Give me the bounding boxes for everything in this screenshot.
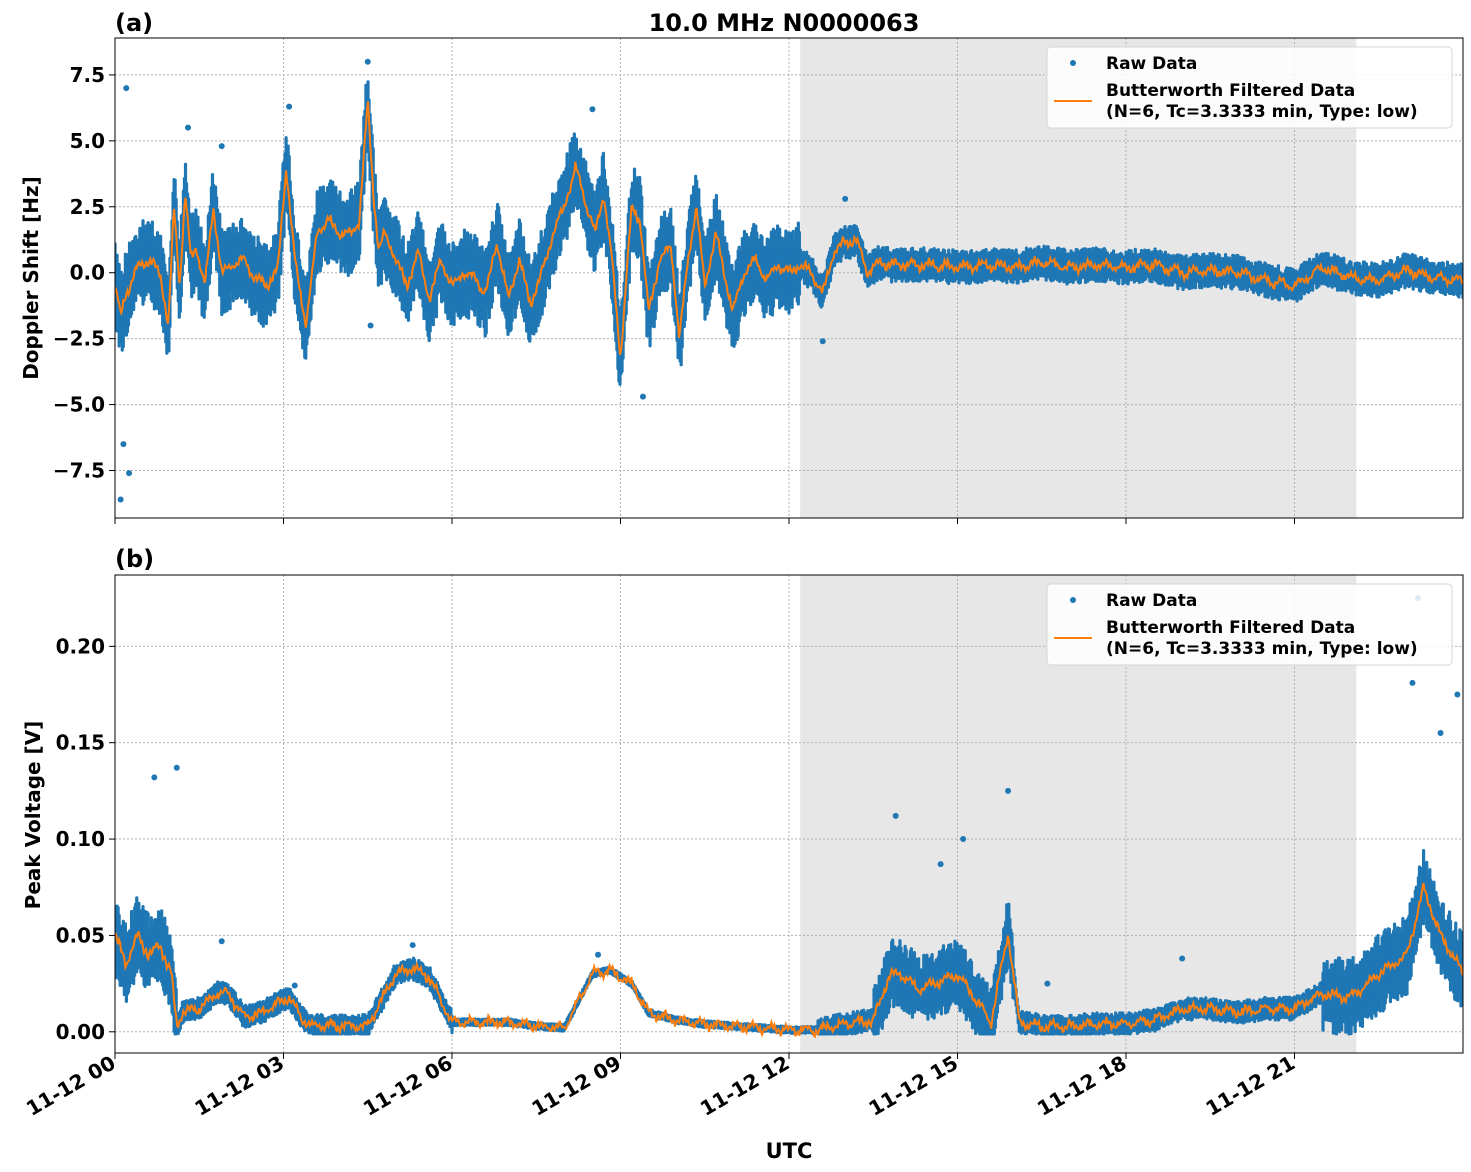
legend-box-a [1046,46,1453,129]
y-tick-label-b-1: 0.15 [56,731,105,755]
x-tick-label-0: 11-12 00 [22,1051,120,1121]
raw-data-point-b [409,942,416,949]
x-axis-label: UTC [766,1139,813,1163]
raw-data-point-a [218,143,225,150]
x-tick-label-7: 11-12 21 [1201,1051,1299,1121]
raw-data-point-b [1179,955,1186,962]
x-tick-label-6: 11-12 18 [1033,1051,1131,1121]
chart-title: 10.0 MHz N0000063 [649,9,920,37]
raw-data-point-b [1005,787,1012,794]
filtered-data-line-b [115,882,1463,1039]
legend-filtered-params-b: (N=6, Tc=3.3333 min, Type: low) [1106,639,1418,659]
x-tick-label-1: 11-12 03 [190,1051,288,1121]
panel-label-a: (a) [115,9,153,37]
raw-data-point-b [937,861,944,868]
legend-box-b [1046,583,1453,666]
y-tick-label-a-2: 2.5 [70,195,105,219]
raw-data-point-b [151,774,158,781]
y-axis-label-b: Peak Voltage [V] [21,721,45,910]
raw-data-point-b [1044,980,1051,987]
legend-raw-marker-a [1070,60,1076,66]
y-ticks-a: 7.5 5.0 2.5 0.0 −2.5 −5.0 −7.5 [53,63,115,483]
legend-a: Raw Data Butterworth Filtered Data (N=6,… [1046,46,1453,129]
raw-data-point-b [173,764,180,771]
panel-label-b: (b) [115,545,154,573]
legend-raw-label-b: Raw Data [1106,591,1197,611]
y-ticks-b: 0.20 0.15 0.10 0.05 0.00 [56,634,115,1044]
x-ticks-b: 11-12 00 11-12 03 11-12 06 11-12 09 11-12 12… [22,1051,1299,1121]
y-tick-label-a-3: 0.0 [70,261,105,285]
x-ticks-a [114,518,1295,524]
x-tick-label-5: 11-12 15 [864,1051,962,1121]
legend-filtered-label-a: Butterworth Filtered Data [1106,81,1355,101]
raw-data-point-a [589,106,596,113]
y-tick-label-b-4: 0.00 [56,1020,105,1044]
filtered-data-line-a [115,101,1463,356]
raw-data-point-a [819,338,826,345]
raw-data-point-b [960,836,967,843]
legend-raw-marker-b [1070,597,1076,603]
raw-data-point-a [123,85,130,92]
y-tick-label-b-3: 0.05 [56,923,105,947]
x-tick-label-4: 11-12 12 [696,1051,794,1121]
raw-data-point-b [595,951,602,958]
raw-data-point-a [842,195,849,202]
raw-data-point-a [367,322,374,329]
panel-a: 7.5 5.0 2.5 0.0 −2.5 −5.0 −7.5 Doppler Shift [… [19,9,1464,524]
y-axis-label-a: Doppler Shift [Hz] [19,176,43,380]
raw-data-point-b [291,982,298,989]
x-tick-label-3: 11-12 09 [527,1051,625,1121]
y-tick-label-a-0: 7.5 [70,63,105,87]
raw-data-point-a [120,441,127,448]
raw-data-point-b [1437,730,1444,737]
raw-data-point-a [364,58,371,65]
legend-filtered-params-a: (N=6, Tc=3.3333 min, Type: low) [1106,102,1418,122]
y-tick-label-a-5: −5.0 [53,393,105,417]
raw-data-point-b [892,812,899,819]
y-tick-label-b-0: 0.20 [56,634,105,658]
raw-data-point-a [126,470,133,477]
x-tick-label-2: 11-12 06 [359,1051,457,1121]
y-tick-label-a-1: 5.0 [70,129,105,153]
y-tick-label-a-4: −2.5 [53,327,105,351]
panel-b: 0.200.150.100.050.00 11-12 00 11-12 03 11-… [21,545,1464,1121]
raw-data-point-a [639,393,646,400]
y-tick-label-b-2: 0.10 [56,827,105,851]
raw-data-point-b [218,938,225,945]
raw-data-point-a [117,496,124,503]
raw-data-point-b [1409,679,1416,686]
legend-b: Raw Data Butterworth Filtered Data (N=6,… [1046,583,1453,666]
y-tick-label-a-6: −7.5 [53,459,105,483]
legend-raw-label-a: Raw Data [1106,54,1197,74]
raw-data-point-a [185,124,192,131]
raw-data-point-a [286,103,293,110]
legend-filtered-label-b: Butterworth Filtered Data [1106,618,1355,638]
raw-data-point-b [1454,691,1461,698]
